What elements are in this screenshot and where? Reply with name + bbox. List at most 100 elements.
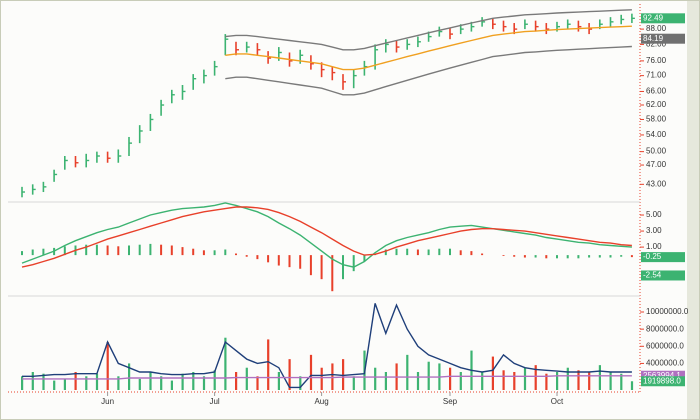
y-tick-label: 6000000.0 [646,341,684,350]
volume-bar [149,372,152,390]
volume-bar [106,342,109,390]
y-tick-label: 54.00 [646,130,667,139]
histogram-bar [235,253,237,256]
volume-bar [74,372,77,390]
histogram-bar [534,255,537,258]
histogram-bar [331,255,334,292]
value-badge [641,13,685,24]
volume-bar [267,339,270,390]
histogram-bar [620,255,623,257]
volume-bar [588,372,591,390]
histogram-bar [85,244,88,256]
volume-bar [406,354,409,390]
histogram-bar [352,255,355,272]
histogram-bar [320,255,323,280]
volume-bar [31,372,34,390]
histogram-bar [106,245,109,256]
histogram-bar [556,255,558,259]
y-tick-label: 50.00 [646,147,667,156]
histogram-bar [224,249,227,256]
volume-bar [42,373,45,390]
volume-bar [374,367,377,390]
histogram-bar [95,244,98,256]
volume-bar [449,367,452,390]
histogram-bar [609,255,612,258]
volume-bar [95,373,99,390]
x-tick-label: Oct [551,397,564,406]
volume-bar [299,376,302,390]
y-tick-label: 43.00 [646,179,667,188]
value-badge-label: 1919898.0 [643,376,681,385]
histogram-bar [395,248,398,256]
value-badge [641,376,685,387]
series-line [21,206,632,268]
volume-bar [459,372,462,390]
volume-bar [577,370,580,390]
right-strip [687,1,699,419]
histogram-bar [406,248,409,256]
volume-bar [352,376,355,390]
volume-bar [620,373,623,390]
y-tick-label: 8000000.0 [646,324,684,333]
histogram-bar [470,251,473,256]
histogram-bar [342,255,344,280]
histogram-bar [630,255,633,258]
histogram-bar [577,255,580,259]
volume-bar [534,365,537,390]
histogram-bar [21,251,23,256]
series-line [22,375,632,380]
y-tick-label: 71.00 [646,71,667,80]
volume-bar [21,376,24,390]
x-tick-label: Aug [314,397,328,406]
histogram-bar [523,255,526,258]
histogram-bar [63,246,66,256]
histogram-bar [384,249,387,256]
y-tick-label: 76.00 [646,56,667,65]
volume-bar [256,376,259,390]
value-badge-label: 92.49 [643,13,664,22]
series-line [21,202,632,268]
volume-bar [502,370,505,390]
volume-bar [384,372,387,390]
histogram-bar [598,255,601,258]
x-tick-label: Jul [209,397,219,406]
histogram-bar [192,248,195,256]
series-line [22,303,632,389]
histogram-bar [160,244,163,256]
value-badge [641,252,685,263]
volume-bar [181,373,184,390]
volume-bar [277,372,280,390]
histogram-bar [181,247,184,256]
histogram-bar [481,253,484,256]
histogram-bar [202,250,205,256]
value-badge [641,370,685,381]
volume-bar [309,354,313,390]
y-tick-label: 58.00 [646,115,667,124]
volume-bar [63,378,66,390]
volume-bar [556,372,559,390]
histogram-bar [566,255,569,259]
histogram-bar [502,255,505,256]
x-tick-label: Sep [443,397,458,406]
volume-bar [598,365,601,390]
x-tick-label: Jun [101,397,114,406]
volume-bar [523,367,527,390]
y-tick-label: 3.00 [646,226,662,235]
histogram-bar [459,250,462,256]
volume-bar [53,380,56,390]
volume-bar [288,359,291,390]
volume-bar [481,372,484,390]
volume-bar [609,372,612,390]
histogram-bar [416,249,419,256]
y-tick-label: 5.00 [646,210,662,219]
volume-bar [235,372,238,390]
histogram-bar [438,248,441,256]
value-badge-label: -2.54 [643,271,662,280]
histogram-bar [138,244,141,256]
volume-bar [138,378,141,390]
value-badge-label: 84.19 [643,34,664,43]
volume-bar [170,380,173,390]
value-badge-label: -0.25 [643,252,662,261]
value-badge [641,33,685,44]
